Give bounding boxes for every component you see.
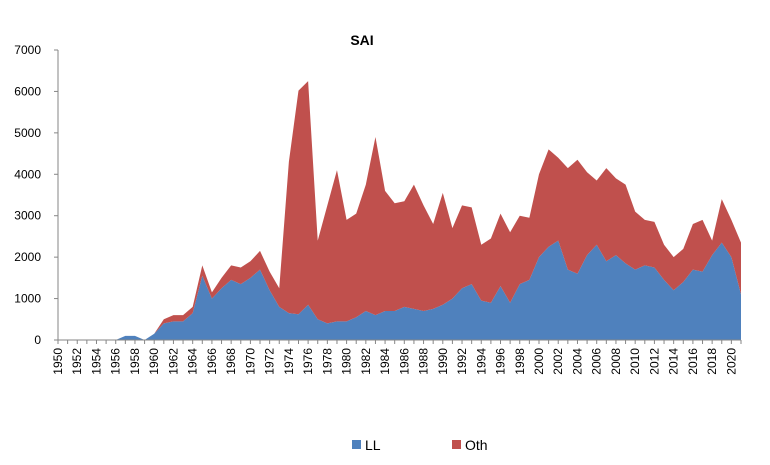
y-tick-label: 2000 xyxy=(14,250,41,264)
y-tick-label: 5000 xyxy=(14,126,41,140)
y-tick-label: 3000 xyxy=(14,209,41,223)
x-tick-label: 2008 xyxy=(609,348,623,375)
x-tick-label: 1984 xyxy=(378,348,392,375)
y-axis: 0 1000 2000 3000 4000 5000 6000 7000 xyxy=(14,43,59,347)
area-series-oth xyxy=(58,81,741,340)
x-tick-label: 1982 xyxy=(359,348,373,375)
x-tick-label: 1956 xyxy=(109,348,123,375)
x-tick-label: 2018 xyxy=(705,348,719,375)
x-tick-label: 1952 xyxy=(70,348,84,375)
legend-swatch-oth xyxy=(452,440,461,449)
x-tick-label: 2002 xyxy=(551,348,565,375)
x-tick-label: 2006 xyxy=(590,348,604,375)
x-tick-label: 1996 xyxy=(494,348,508,375)
legend-label-oth: Oth xyxy=(465,437,488,453)
x-tick-label: 1964 xyxy=(186,348,200,375)
x-tick-label: 1978 xyxy=(320,348,334,375)
y-tick-label: 6000 xyxy=(14,84,41,98)
x-tick-label: 2014 xyxy=(667,348,681,375)
x-tick-label: 1976 xyxy=(301,348,315,375)
x-tick-label: 2000 xyxy=(532,348,546,375)
x-tick-label: 2012 xyxy=(647,348,661,375)
x-tick-label: 1972 xyxy=(263,348,277,375)
x-tick-label: 1992 xyxy=(455,348,469,375)
legend-label-ll: LL xyxy=(365,437,381,453)
x-tick-label: 1986 xyxy=(397,348,411,375)
x-tick-label: 1980 xyxy=(340,348,354,375)
y-tick-label: 7000 xyxy=(14,43,41,57)
y-tick-label: 4000 xyxy=(14,167,41,181)
x-tick-label: 1974 xyxy=(282,348,296,375)
x-tick-label: 2020 xyxy=(724,348,738,375)
x-tick-label: 1968 xyxy=(224,348,238,375)
x-tick-label: 2004 xyxy=(570,348,584,375)
x-tick-label: 2010 xyxy=(628,348,642,375)
y-tick-label: 0 xyxy=(34,333,41,347)
y-tick-label: 1000 xyxy=(14,292,41,306)
legend: LL Oth xyxy=(352,437,488,453)
x-tick-label: 1958 xyxy=(128,348,142,375)
x-tick-label: 1988 xyxy=(417,348,431,375)
x-axis: 1950 1952 1954 1956 1958 1960 1962 1964 1966 1968… xyxy=(51,339,742,375)
x-tick-label: 1970 xyxy=(243,348,257,375)
x-tick-label: 2016 xyxy=(686,348,700,375)
x-tick-label: 1962 xyxy=(166,348,180,375)
x-tick-label: 1990 xyxy=(436,348,450,375)
x-tick-label: 1998 xyxy=(513,348,527,375)
x-tick-label: 1994 xyxy=(474,348,488,375)
x-tick-label: 1960 xyxy=(147,348,161,375)
x-tick-label: 1950 xyxy=(51,348,65,375)
chart-title: SAI xyxy=(350,32,373,48)
x-tick-label: 1954 xyxy=(89,348,103,375)
legend-swatch-ll xyxy=(352,440,361,449)
area-series-ll xyxy=(58,240,741,340)
plot-areas xyxy=(58,81,741,340)
x-tick-label: 1966 xyxy=(205,348,219,375)
